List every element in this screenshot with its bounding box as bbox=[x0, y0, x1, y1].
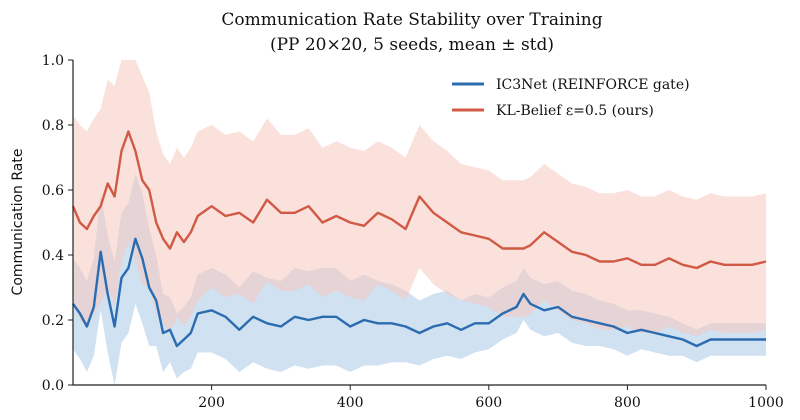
y-tick-label: 0.0 bbox=[42, 378, 64, 394]
x-tick-label: 200 bbox=[198, 395, 225, 411]
series-line-kl-belief bbox=[71, 130, 767, 270]
legend: IC3Net (REINFORCE gate) KL-Belief ε=0.5 (… bbox=[452, 77, 690, 119]
legend-label-kl-belief: KL-Belief ε=0.5 (ours) bbox=[496, 103, 654, 119]
x-tick-label: 600 bbox=[475, 395, 502, 411]
y-tick-label: 0.2 bbox=[42, 313, 64, 329]
y-axis-label: Communication Rate bbox=[10, 149, 26, 296]
x-ticks: 200 400 600 800 1000 bbox=[198, 385, 784, 411]
x-tick-label: 1000 bbox=[748, 395, 784, 411]
std-band-ic3net bbox=[73, 173, 766, 385]
y-tick-label: 0.8 bbox=[42, 118, 64, 134]
y-tick-label: 0.4 bbox=[42, 248, 64, 264]
chart-title: Communication Rate Stability over Traini… bbox=[221, 10, 602, 30]
y-tick-label: 0.6 bbox=[42, 183, 64, 199]
legend-label-ic3net: IC3Net (REINFORCE gate) bbox=[496, 77, 690, 93]
x-tick-label: 400 bbox=[337, 395, 364, 411]
std-bands bbox=[73, 60, 766, 385]
series-line-ic3net bbox=[72, 237, 766, 348]
mean-lines bbox=[71, 130, 767, 348]
y-tick-label: 1.0 bbox=[42, 53, 64, 69]
chart-subtitle: (PP 20×20, 5 seeds, mean ± std) bbox=[270, 35, 554, 55]
axes bbox=[72, 60, 766, 386]
y-ticks: 0.0 0.2 0.4 0.6 0.8 1.0 bbox=[42, 53, 73, 394]
x-tick-label: 800 bbox=[614, 395, 641, 411]
